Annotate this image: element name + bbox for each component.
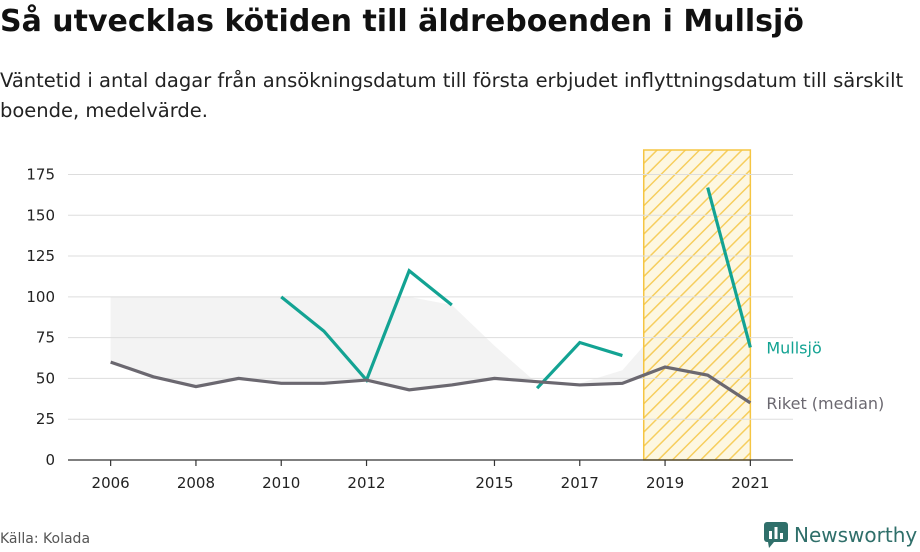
series-label-mullsjo: Mullsjö: [766, 338, 821, 357]
series-line-mullsjo: [706, 187, 752, 348]
x-tick-label: 2012: [347, 474, 385, 492]
range-band: [110, 296, 751, 403]
y-tick-label: 125: [26, 247, 55, 265]
highlight-region: [642, 149, 752, 461]
source-note: Källa: Kolada: [0, 531, 91, 547]
newsworthy-icon: [764, 522, 788, 548]
x-tick-label: 2015: [475, 474, 513, 492]
chart-title: Så utvecklas kötiden till äldreboenden i…: [0, 4, 804, 39]
y-tick-label: 0: [45, 451, 55, 469]
y-tick-label: 25: [36, 410, 55, 428]
x-tick-label: 2006: [92, 474, 130, 492]
x-tick-label: 2008: [177, 474, 215, 492]
x-tick-label: 2017: [561, 474, 599, 492]
y-tick-label: 150: [26, 206, 55, 224]
series-line-mullsjo: [535, 340, 623, 390]
x-tick-label: 2021: [731, 474, 769, 492]
y-tick-label: 75: [36, 329, 55, 347]
chart-subtitle: Väntetid i antal dagar från ansökningsda…: [0, 69, 904, 122]
brand-name: Newsworthy: [794, 523, 918, 547]
y-tick-label: 100: [26, 288, 55, 306]
x-tick-label: 2010: [262, 474, 300, 492]
x-tick-label: 2019: [646, 474, 684, 492]
brand-logo: Newsworthy: [764, 520, 917, 550]
series-label-riket: Riket (median): [766, 394, 884, 413]
y-tick-label: 50: [36, 369, 55, 387]
series-line-riket: [110, 360, 752, 405]
y-tick-label: 175: [26, 165, 55, 183]
